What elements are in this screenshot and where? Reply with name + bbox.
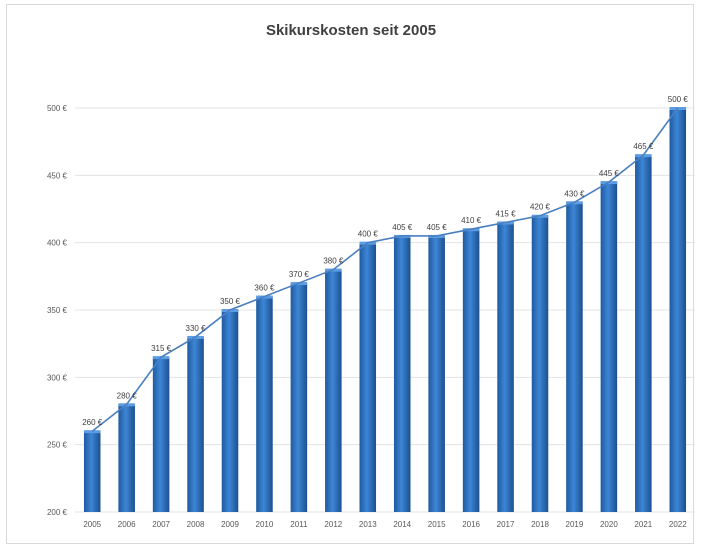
data-label: 280 € (117, 391, 138, 400)
data-label: 405 € (392, 223, 413, 232)
x-tick-label: 2019 (566, 520, 584, 529)
bar (669, 108, 687, 512)
x-tick-label: 2012 (324, 520, 342, 529)
data-label: 465 € (633, 142, 654, 151)
bar (118, 404, 135, 512)
trend-line-layer (91, 107, 679, 432)
trend-line (91, 107, 679, 432)
data-label: 415 € (496, 209, 517, 218)
x-tick-label: 2017 (497, 520, 515, 529)
x-tick-label: 2021 (634, 520, 652, 529)
x-tick-label: 2013 (359, 520, 377, 529)
bar (393, 235, 411, 512)
x-tick-label: 2022 (669, 520, 687, 529)
data-label: 410 € (461, 216, 482, 225)
gridlines (75, 107, 695, 513)
x-tick-label: 2008 (187, 520, 205, 529)
y-tick-label: 350 € (47, 306, 68, 315)
data-label: 400 € (358, 230, 379, 239)
x-tick-label: 2007 (152, 520, 170, 529)
x-tick-label: 2011 (290, 520, 308, 529)
chart-title: Skikurskosten seit 2005 (265, 22, 437, 39)
data-label: 330 € (186, 324, 207, 333)
bar (325, 269, 342, 512)
y-tick-label: 500 € (47, 104, 68, 113)
x-tick-label: 2014 (393, 520, 411, 529)
data-label: 380 € (323, 257, 344, 266)
x-tick-label: 2009 (221, 520, 239, 529)
data-label: 350 € (220, 297, 241, 306)
y-axis-ticks: 200 € 250 € 300 € 350 € 400 € 450 € 500 € (47, 104, 68, 517)
x-tick-label: 2015 (428, 520, 446, 529)
y-tick-label: 400 € (47, 239, 68, 248)
y-tick-label: 450 € (47, 171, 68, 180)
x-tick-label: 2016 (462, 520, 480, 529)
bar (359, 242, 377, 512)
x-tick-label: 2018 (531, 520, 549, 529)
bar (566, 202, 583, 512)
bar (462, 229, 480, 512)
bar (256, 296, 273, 512)
x-tick-label: 2020 (600, 520, 618, 529)
bar (428, 235, 445, 512)
bar (290, 283, 308, 512)
data-label: 420 € (530, 203, 551, 212)
y-tick-label: 200 € (47, 508, 68, 517)
bar (221, 310, 239, 512)
data-labels: 260 € 280 € 315 € 330 € 350 € 360 € 370 € 380 €… (82, 95, 688, 427)
bar (531, 215, 549, 512)
data-label: 405 € (427, 223, 448, 232)
bar-top (83, 430, 101, 434)
x-axis-ticks: 2005 2006 2007 2008 2009 2010 2011 2012 2013 2014… (83, 520, 687, 529)
bar (635, 155, 652, 512)
bar (497, 222, 514, 512)
data-label: 360 € (254, 284, 275, 293)
y-tick-label: 300 € (47, 373, 68, 382)
x-tick-label: 2005 (83, 520, 101, 529)
data-label: 315 € (151, 344, 172, 353)
y-tick-label: 250 € (47, 441, 68, 450)
x-tick-label: 2006 (118, 520, 136, 529)
data-label: 430 € (564, 189, 585, 198)
data-label: 260 € (82, 418, 103, 427)
bar (83, 431, 101, 512)
bar (152, 357, 170, 512)
data-label: 500 € (668, 95, 689, 104)
x-tick-label: 2010 (256, 520, 274, 529)
bar (187, 336, 204, 512)
data-label: 445 € (599, 169, 620, 178)
bar (600, 182, 618, 513)
data-label: 370 € (289, 270, 310, 279)
